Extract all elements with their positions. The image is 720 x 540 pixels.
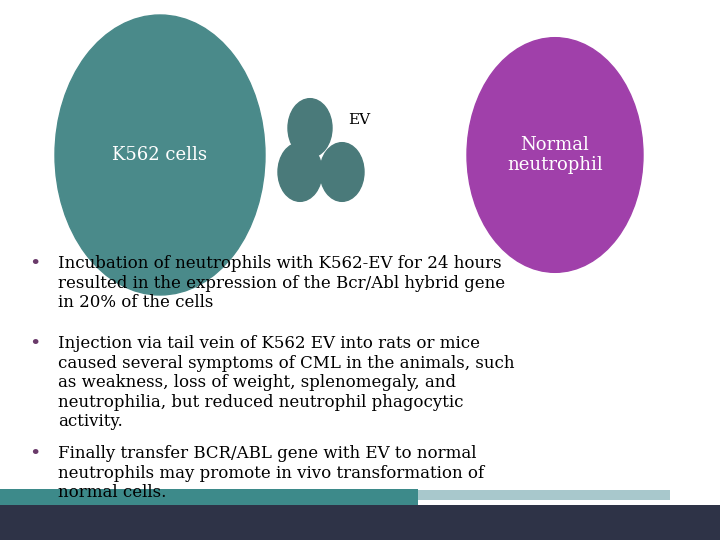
Text: EV: EV <box>348 113 370 127</box>
Text: •: • <box>30 255 41 273</box>
Text: Injection via tail vein of K562 EV into rats or mice
caused several symptoms of : Injection via tail vein of K562 EV into … <box>58 335 515 430</box>
Ellipse shape <box>467 38 643 272</box>
Text: •: • <box>30 335 41 353</box>
Text: Normal
neutrophil: Normal neutrophil <box>507 136 603 174</box>
Text: Finally transfer BCR/ABL gene with EV to normal
neutrophils may promote in vivo : Finally transfer BCR/ABL gene with EV to… <box>58 445 484 501</box>
Text: Incubation of neutrophils with K562-EV for 24 hours
resulted in the expression o: Incubation of neutrophils with K562-EV f… <box>58 255 505 311</box>
Ellipse shape <box>288 99 332 157</box>
Text: •: • <box>30 445 41 463</box>
Bar <box>0 505 720 540</box>
Bar <box>418 490 670 500</box>
Ellipse shape <box>278 143 322 201</box>
Bar <box>0 489 418 505</box>
Ellipse shape <box>320 143 364 201</box>
Ellipse shape <box>55 15 265 295</box>
Text: K562 cells: K562 cells <box>112 146 207 164</box>
